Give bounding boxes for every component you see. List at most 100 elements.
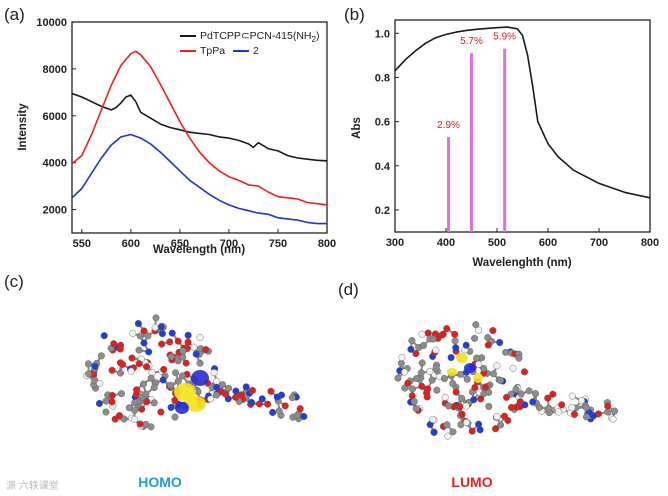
atom	[147, 374, 155, 382]
atom	[462, 341, 470, 349]
atom	[196, 333, 204, 341]
atom	[582, 413, 590, 421]
atom	[611, 407, 619, 415]
atom	[237, 391, 245, 399]
atom	[210, 369, 218, 377]
atom	[521, 368, 529, 376]
atom	[516, 398, 524, 406]
atom	[468, 427, 476, 435]
atom	[269, 408, 277, 416]
atom	[192, 350, 200, 358]
atom	[445, 402, 453, 410]
atom	[407, 345, 415, 353]
atom	[102, 397, 110, 405]
x-tick-label: 750	[269, 238, 287, 250]
atom	[449, 380, 457, 388]
watermark: 源 六轶课堂	[6, 479, 59, 492]
y-tick-label: 0.8	[375, 72, 390, 84]
atom	[412, 350, 420, 358]
atom	[489, 370, 497, 378]
atom	[428, 376, 436, 384]
atom	[213, 377, 221, 385]
atom	[500, 412, 508, 420]
atom	[196, 359, 204, 367]
y-tick-label: 0.4	[375, 161, 391, 173]
atom	[447, 354, 455, 362]
atom	[424, 329, 432, 337]
panel-c-label: (c)	[4, 272, 24, 291]
series-line	[71, 50, 328, 206]
x-tick-label: 500	[488, 237, 506, 249]
atom	[296, 405, 304, 413]
atom	[398, 353, 406, 361]
atom	[184, 338, 192, 346]
atom	[128, 354, 136, 362]
atom	[413, 375, 421, 383]
atom	[485, 402, 493, 410]
atom	[515, 354, 523, 362]
legend-label-tppa: TpPa	[200, 45, 225, 57]
chart-a: 550 600 650 700 750 800200040006000800010000 …	[17, 17, 336, 256]
orbital-lobe	[456, 353, 468, 363]
chart-b-bars: 2.9% 5.7% 5.9%	[437, 32, 516, 233]
atom	[452, 344, 460, 352]
lumo-molecule-illustration	[394, 321, 619, 440]
orbital-lobe	[464, 363, 476, 373]
atom	[202, 346, 210, 354]
atom	[458, 410, 466, 418]
atom	[125, 404, 133, 412]
atom	[401, 368, 409, 376]
atom	[136, 332, 144, 340]
atom	[179, 347, 187, 355]
series-line	[394, 26, 651, 199]
atom	[145, 348, 153, 356]
orbital-lobe	[473, 373, 483, 383]
atom	[242, 383, 250, 391]
atom	[166, 381, 174, 389]
atom	[525, 387, 533, 395]
atom	[258, 395, 266, 403]
orbital-lobe	[447, 368, 457, 376]
atom	[568, 392, 576, 400]
atom	[160, 365, 168, 373]
x-tick-label: 550	[73, 238, 91, 250]
atom	[570, 410, 578, 418]
x-tick-label: 700	[590, 237, 608, 249]
chart-b-ticks: 300 400 500 600 700 800 0.2 0.4 0.6 0.8 1.0	[375, 28, 659, 249]
atom	[281, 402, 289, 410]
atom	[502, 393, 510, 401]
atom	[404, 379, 412, 387]
atom	[452, 388, 460, 396]
atom	[480, 364, 488, 372]
atom	[127, 367, 135, 375]
atom	[219, 381, 227, 389]
atom	[582, 404, 590, 412]
atom	[532, 390, 540, 398]
atom	[440, 375, 448, 383]
x-tick-label: 800	[641, 237, 659, 249]
legend-label-pdtcpp: PdTCPP⊂PCN-415(NH2)	[200, 30, 319, 44]
bar	[470, 53, 473, 232]
atom	[475, 360, 483, 368]
legend-label-2: 2	[253, 45, 259, 57]
atom	[213, 383, 221, 391]
atom	[136, 420, 144, 428]
atom	[182, 359, 190, 367]
y-tick-label: 4000	[43, 158, 67, 170]
atom	[497, 376, 505, 384]
atom	[150, 399, 158, 407]
atom	[489, 327, 497, 335]
atom	[225, 384, 233, 392]
atom	[484, 341, 492, 349]
y-tick-label: 10000	[36, 17, 67, 29]
atom	[430, 428, 438, 436]
orbital-lobe	[175, 402, 189, 414]
atom	[443, 421, 451, 429]
atom	[158, 340, 166, 348]
atom	[96, 379, 104, 387]
atom	[144, 332, 152, 340]
atom	[497, 421, 505, 429]
series-line	[71, 92, 328, 162]
chart-b: 300 400 500 600 700 800 0.2 0.4 0.6 0.8 1.0 2.9% 5.…	[351, 19, 659, 269]
homo-molecule-illustration	[83, 314, 308, 431]
